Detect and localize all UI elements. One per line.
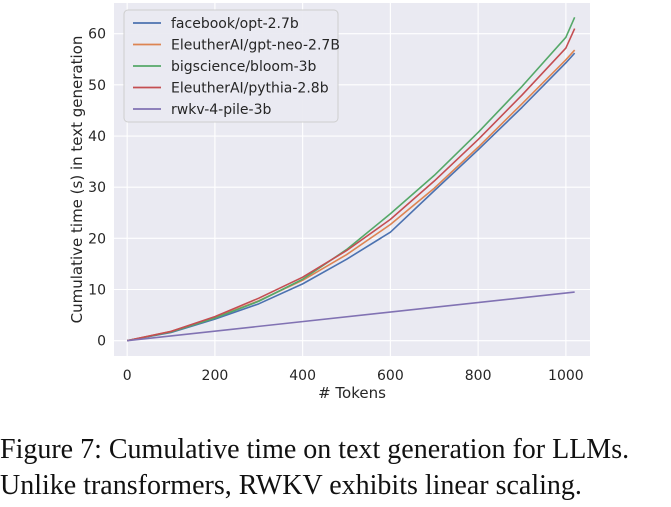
y-tick-label: 10 [88, 282, 106, 298]
legend-label: bigscience/bloom-3b [171, 59, 317, 75]
caption-line-2: Unlike transformers, RWKV exhibits linea… [0, 470, 582, 501]
y-tick-label: 30 [88, 180, 106, 196]
figure-caption: Figure 7: Cumulative time on text genera… [0, 432, 671, 504]
y-tick-label: 60 [88, 27, 106, 43]
y-tick-label: 20 [88, 231, 106, 247]
x-tick-label: 800 [465, 368, 492, 384]
legend-label: rwkv-4-pile-3b [171, 102, 271, 118]
x-tick-label: 200 [202, 368, 229, 384]
y-tick-label: 50 [88, 78, 106, 94]
series-lines [126, 16, 576, 342]
x-axis-title: # Tokens [318, 384, 386, 402]
series-line-4 [126, 28, 576, 342]
x-tick-label: 1000 [548, 368, 584, 384]
y-tick-label: 40 [88, 129, 106, 145]
legend-label: EleutherAI/pythia-2.8b [171, 81, 329, 97]
x-tick-label: 600 [377, 368, 404, 384]
x-tick-label: 400 [289, 368, 316, 384]
legend-frame [123, 9, 339, 123]
caption-line-1: Figure 7: Cumulative time on text genera… [0, 434, 630, 465]
legend: facebook/opt-2.7b EleutherAI/gpt-neo-2.7B… [123, 9, 340, 123]
x-tick-label: 0 [123, 368, 132, 384]
tick-labels: 0 200 400 600 800 1000 0 10 20 30 40 50 60 [88, 27, 584, 384]
series-line-1 [127, 52, 576, 342]
series-line-5 [127, 291, 575, 342]
y-axis-title: Cumulative time (s) in text generation [68, 36, 86, 324]
series-line-3 [127, 16, 576, 342]
legend-label: facebook/opt-2.7b [171, 16, 299, 32]
y-tick-label: 0 [97, 334, 106, 350]
legend-label: EleutherAI/gpt-neo-2.7B [171, 38, 340, 54]
